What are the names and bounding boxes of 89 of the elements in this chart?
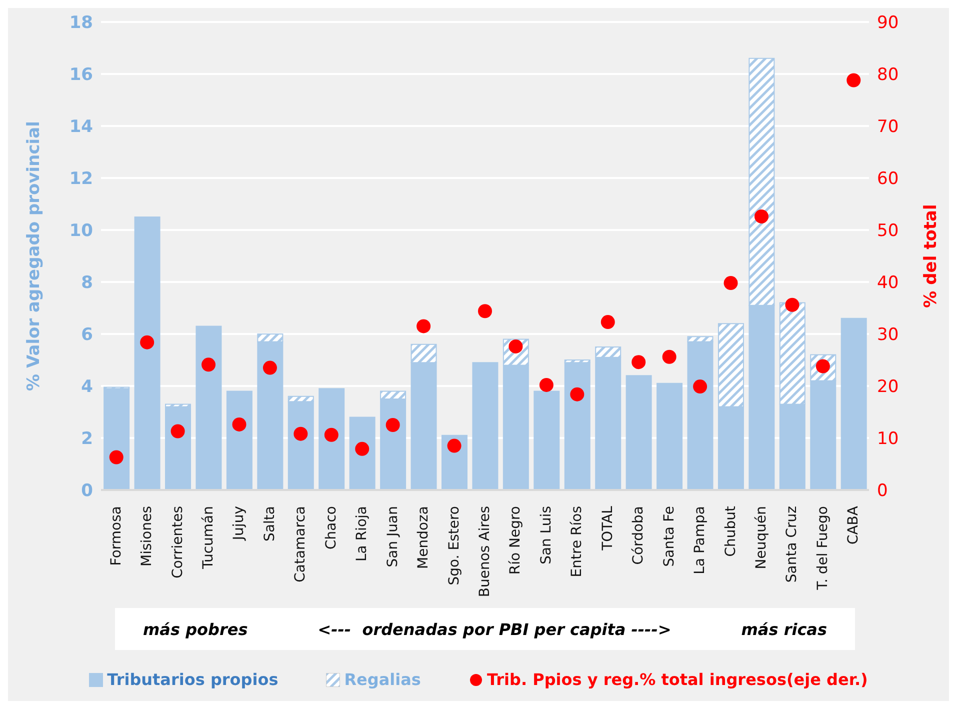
x-tick-label: T. del Fuego: [814, 506, 831, 591]
point: [109, 450, 124, 464]
legend-label: Regalias: [344, 670, 421, 689]
y-tick-label: 8: [81, 273, 93, 294]
y-tick-label: 6: [81, 325, 93, 346]
x-tick-label: Jujuy: [231, 506, 248, 542]
point: [478, 304, 492, 318]
y2-tick-label: 70: [877, 117, 899, 138]
y-tick-label: 16: [69, 65, 93, 86]
x-tick-label: Salta: [262, 506, 278, 542]
y2-tick-label: 0: [877, 481, 888, 502]
bar: [226, 390, 252, 490]
x-tick-label: Tucumán: [200, 506, 217, 570]
y-tick-label: 14: [69, 117, 94, 138]
x-tick-label: Córdoba: [630, 506, 647, 565]
point: [693, 380, 708, 394]
point: [416, 319, 431, 334]
x-tick-label: Santa Cruz: [784, 506, 800, 583]
bar: [472, 362, 498, 490]
point: [570, 387, 584, 402]
y2-tick-label: 30: [877, 325, 899, 346]
y-tick-label: 2: [81, 429, 93, 450]
point: [202, 358, 216, 372]
point: [386, 418, 400, 432]
bar: [318, 388, 345, 490]
bar: [349, 416, 376, 490]
x-tick-label: Buenos Aires: [477, 506, 493, 598]
y-tick-label: 0: [81, 481, 94, 502]
point: [232, 417, 246, 432]
point: [447, 438, 462, 453]
text: <--- ordenadas por PBI per capita ---->: [318, 620, 672, 638]
point: [754, 209, 768, 224]
legend-label: Tributarios propios: [107, 670, 278, 689]
point: [294, 426, 308, 441]
bar: [165, 406, 192, 490]
point: [539, 378, 554, 392]
y2-tick-label: 40: [877, 273, 899, 294]
bar: [534, 390, 560, 490]
x-tick-label: Río Negro: [508, 506, 524, 575]
point: [724, 276, 738, 290]
x-tick-label: La Pampa: [692, 506, 708, 574]
y-axis-title: % Valor agregado provincial: [24, 121, 44, 391]
x-tick-label: La Rioja: [354, 506, 370, 562]
point: [846, 73, 861, 88]
y2-tick-label: 90: [877, 13, 899, 34]
x-tick-label: TOTAL: [600, 506, 616, 552]
y-tick-label: 4: [81, 377, 94, 398]
y-tick-label: 18: [69, 13, 93, 34]
x-tick-label: Sgo. Estero: [446, 506, 462, 586]
y2-tick-label: 10: [877, 429, 899, 450]
y2-tick-label: 20: [877, 377, 899, 398]
point: [600, 315, 615, 330]
y2-tick-label: 80: [877, 65, 899, 86]
legend-label: Trib. Ppios y reg.% total ingresos(eje der.): [486, 670, 868, 689]
x-tick-label: Chubut: [722, 506, 739, 557]
bar: [626, 375, 652, 490]
text: más pobres: [143, 620, 248, 638]
x-tick-label: Chaco: [323, 506, 340, 550]
y2-tick-label: 50: [877, 221, 899, 242]
x-tick-label: Neuquén: [753, 506, 770, 570]
y2-axis-title: % del total: [921, 204, 942, 308]
point: [262, 360, 277, 375]
x-tick-label: Formosa: [108, 506, 124, 566]
y-tick-label: 10: [69, 221, 94, 242]
bar: [564, 362, 590, 490]
y2-tick-label: 60: [877, 169, 899, 190]
point: [662, 350, 676, 364]
point: [140, 335, 154, 350]
bar: [656, 382, 683, 490]
text: más ricas: [741, 620, 827, 638]
x-tick-label: San Juan: [384, 506, 401, 568]
x-tick-label: Mendoza: [416, 506, 432, 569]
bar: [840, 318, 867, 490]
bar: [104, 388, 130, 490]
x-tick-label: Entre Ríos: [569, 506, 586, 578]
point: [785, 298, 800, 312]
x-tick-label: Catamarca: [292, 506, 309, 582]
x-tick-label: CABA: [846, 506, 862, 545]
x-tick-label: Misiones: [139, 506, 156, 566]
y-tick-label: 12: [69, 169, 93, 190]
point: [170, 424, 185, 438]
point: [324, 428, 338, 442]
x-tick-label: Corrientes: [170, 506, 186, 578]
bar: [196, 326, 222, 490]
x-tick-label: Santa Fe: [661, 506, 678, 567]
point: [632, 355, 646, 370]
bar: [134, 216, 160, 490]
x-tick-label: San Luis: [538, 506, 554, 564]
point: [355, 442, 370, 456]
